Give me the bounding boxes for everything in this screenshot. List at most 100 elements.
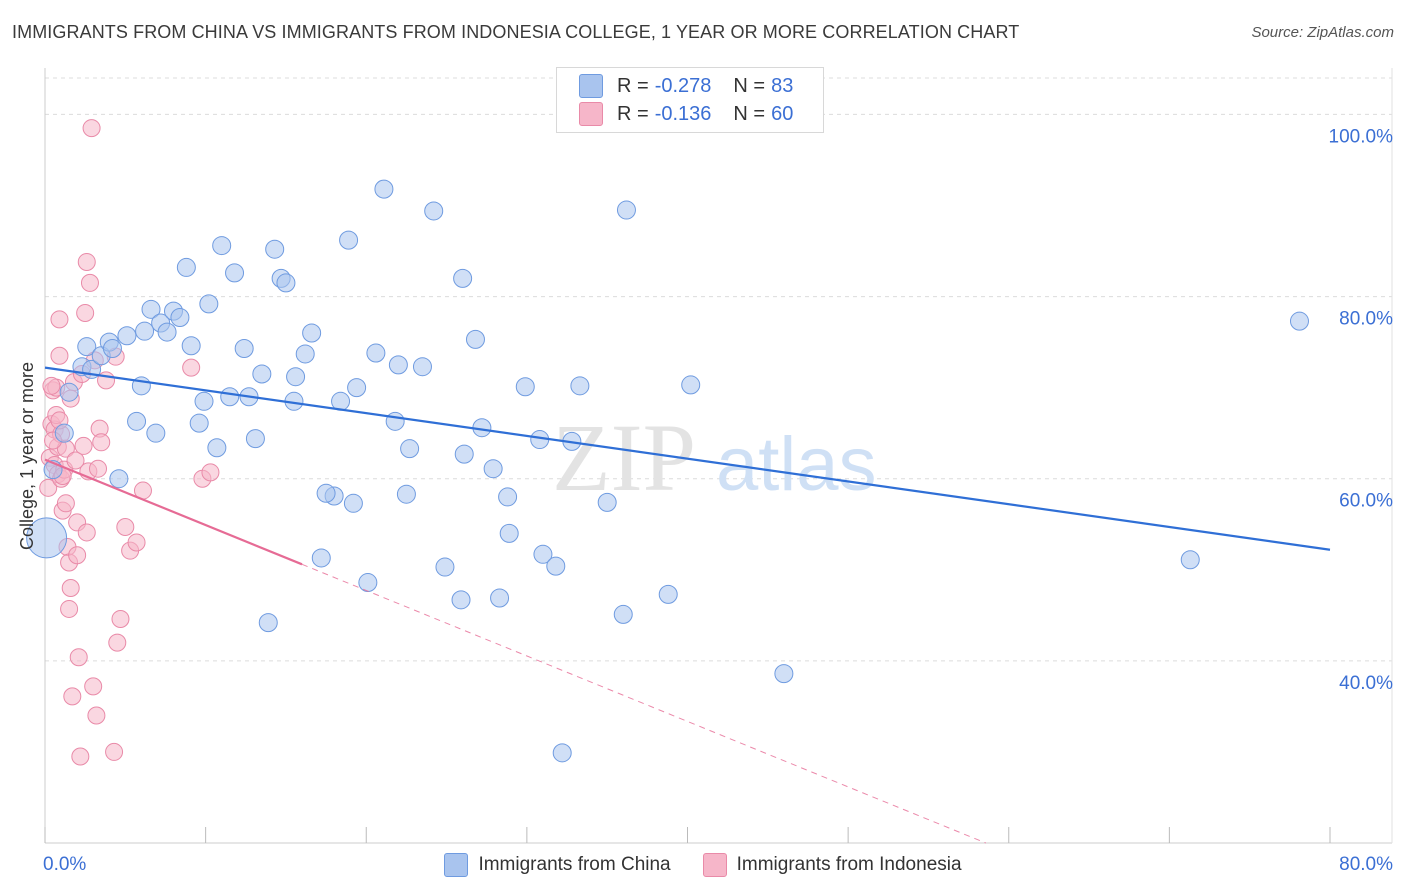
china-point <box>374 179 394 199</box>
indonesia-point <box>74 436 93 455</box>
indonesia-point <box>50 346 69 365</box>
china-point <box>234 338 254 358</box>
china-point <box>435 557 455 577</box>
china-point <box>102 338 122 358</box>
china-point <box>258 613 278 633</box>
indonesia-point <box>71 747 90 766</box>
y-axis-label: College, 1 year or more <box>17 362 37 550</box>
n-value: 83 <box>771 74 794 97</box>
legend-label-indonesia: Immigrants from Indonesia <box>736 854 962 875</box>
indonesia-point <box>50 310 69 329</box>
china-point <box>347 378 367 398</box>
china-point <box>181 336 201 356</box>
y-tick-label: 100.0% <box>1329 126 1394 147</box>
china-point <box>616 200 636 220</box>
legend-label-china: Immigrants from China <box>478 854 671 875</box>
indonesia-point <box>76 303 95 322</box>
china-point <box>453 268 473 288</box>
indonesia-point <box>82 119 101 138</box>
china-point <box>546 556 566 576</box>
indonesia-point <box>87 706 106 725</box>
china-point <box>311 548 331 568</box>
china-point <box>451 590 471 610</box>
indonesia-trend-line <box>44 458 303 566</box>
china-point <box>1289 311 1309 331</box>
china-point <box>552 743 572 763</box>
china-point <box>343 493 363 513</box>
china-point <box>77 337 97 357</box>
china-point <box>286 367 306 387</box>
indonesia-swatch <box>579 102 603 126</box>
china-point <box>339 230 359 250</box>
series-china-points <box>26 179 1309 763</box>
indonesia-point <box>60 599 79 618</box>
legend-item-indonesia[interactable]: Immigrants from Indonesia <box>702 853 962 877</box>
legend-row-indonesia: R = -0.136 N = 60 <box>579 100 793 128</box>
r-value: -0.278 <box>654 74 712 97</box>
y-tick-label: 60.0% <box>1339 491 1393 512</box>
indonesia-point <box>111 609 130 628</box>
series-legend: Immigrants from China Immigrants from In… <box>0 852 1406 878</box>
china-point <box>499 523 519 543</box>
indonesia-point <box>80 273 99 292</box>
china-point <box>366 343 386 363</box>
china-point <box>26 517 68 559</box>
indonesia-point <box>66 451 85 470</box>
china-point <box>658 584 678 604</box>
china-point <box>597 492 617 512</box>
china-point <box>127 411 147 431</box>
china-point <box>135 321 155 341</box>
legend-row-china: R = -0.278 N = 83 <box>579 72 793 100</box>
china-point <box>212 236 232 256</box>
china-point <box>533 544 553 564</box>
indonesia-point <box>77 252 96 271</box>
china-point <box>225 263 245 283</box>
china-point <box>465 329 485 349</box>
x-tick-label: 80.0% <box>1339 854 1393 875</box>
y-tick-label: 40.0% <box>1339 673 1393 694</box>
indonesia-swatch <box>702 853 727 877</box>
china-point <box>141 299 161 319</box>
r-label: R = <box>617 102 649 125</box>
indonesia-point <box>105 742 124 761</box>
tick-labels: 40.0% 60.0% 80.0% 100.0% 0.0% 80.0% <box>43 126 1393 875</box>
indonesia-point <box>92 433 111 452</box>
china-point <box>388 355 408 375</box>
china-point <box>194 391 214 411</box>
indonesia-point <box>108 633 127 652</box>
china-point <box>424 201 444 221</box>
indonesia-point <box>42 376 61 395</box>
china-point <box>109 469 129 489</box>
watermark: ZIP atlas <box>552 404 877 511</box>
trend-lines <box>44 366 1331 844</box>
china-point <box>245 429 265 449</box>
n-label: N = <box>733 102 766 125</box>
grid-lines <box>45 77 1392 662</box>
china-point <box>220 387 240 407</box>
china-point <box>207 438 227 458</box>
china-point <box>59 382 79 402</box>
china-point <box>498 487 518 507</box>
indonesia-point <box>69 648 88 667</box>
china-point <box>412 357 432 377</box>
china-point <box>146 423 166 443</box>
china-point <box>170 308 190 328</box>
indonesia-point <box>61 579 80 597</box>
china-swatch <box>579 74 603 98</box>
n-label: N = <box>733 74 766 97</box>
china-point <box>570 376 590 396</box>
chart-title: IMMIGRANTS FROM CHINA VS IMMIGRANTS FROM… <box>12 22 1020 42</box>
watermark-atlas: atlas <box>716 422 877 507</box>
r-value: -0.136 <box>654 102 712 125</box>
china-point <box>199 294 219 314</box>
legend-item-china[interactable]: Immigrants from China <box>444 853 671 877</box>
china-point <box>774 664 794 684</box>
china-point <box>483 459 503 479</box>
china-point <box>189 413 209 433</box>
indonesia-point <box>182 358 201 377</box>
china-point <box>400 439 420 459</box>
china-point <box>295 344 315 364</box>
china-point <box>265 239 285 259</box>
china-point <box>176 257 196 277</box>
